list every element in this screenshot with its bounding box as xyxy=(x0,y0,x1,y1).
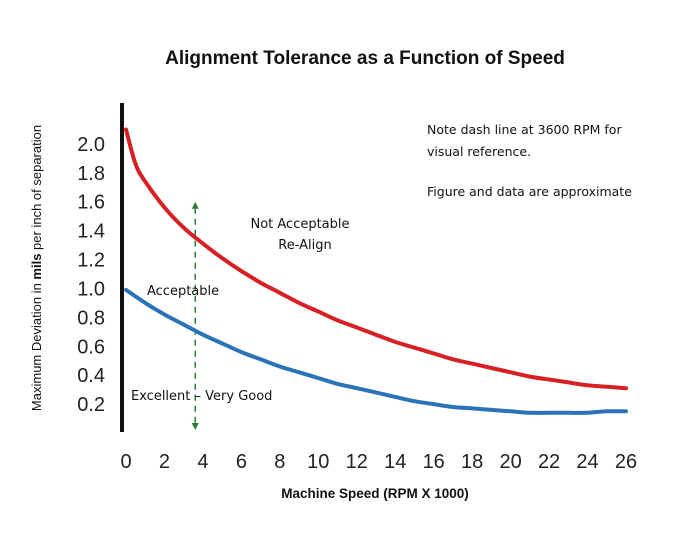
x-tick-label: 2 xyxy=(159,451,170,473)
y-axis-label-prefix: Maximum Deviation in xyxy=(29,280,44,412)
x-tick-labels: 0 2 4 6 8 10 12 14 16 18 20 22 24 26 xyxy=(120,451,637,473)
x-tick-label: 6 xyxy=(236,451,247,473)
y-tick-labels: 2.0 1.8 1.6 1.4 1.2 1.0 0.8 0.6 0.4 0.2 xyxy=(77,134,105,416)
y-tick-label: 0.8 xyxy=(77,307,105,329)
y-tick-label: 0.4 xyxy=(77,365,105,387)
x-tick-label: 26 xyxy=(615,451,637,473)
region-label-acceptable: Acceptable xyxy=(147,284,219,299)
y-axis-label: Maximum Deviation in mils per inch of se… xyxy=(29,125,44,411)
x-tick-label: 22 xyxy=(538,451,560,473)
x-tick-label: 16 xyxy=(423,451,445,473)
x-tick-label: 18 xyxy=(461,451,483,473)
y-tick-label: 1.6 xyxy=(77,192,105,214)
y-tick-label: 1.8 xyxy=(77,163,105,185)
region-label-re-align: Re-Align xyxy=(278,238,331,253)
series-group xyxy=(124,127,628,415)
x-tick-label: 4 xyxy=(197,451,208,473)
y-axis-label-bold: mils xyxy=(29,254,44,280)
x-tick-label: 8 xyxy=(274,451,285,473)
y-tick-label: 1.0 xyxy=(77,278,105,300)
y-tick-label: 2.0 xyxy=(77,134,105,156)
note-dash-line-2: visual reference. xyxy=(427,144,531,159)
y-axis-label-suffix: per inch of separation xyxy=(29,125,44,254)
y-tick-label: 0.6 xyxy=(77,336,105,358)
x-tick-label: 12 xyxy=(346,451,368,473)
y-tick-label: 0.2 xyxy=(77,394,105,416)
region-label-excellent: Excellent – Very Good xyxy=(131,389,272,404)
x-tick-label: 10 xyxy=(307,451,329,473)
note-approximate: Figure and data are approximate xyxy=(427,184,632,199)
x-tick-label: 24 xyxy=(576,451,598,473)
x-axis-label: Machine Speed (RPM X 1000) xyxy=(281,486,469,501)
x-tick-label: 20 xyxy=(499,451,521,473)
x-tick-label: 0 xyxy=(120,451,131,473)
y-tick-label: 1.4 xyxy=(77,221,105,243)
reference-line-arrow-down xyxy=(191,423,199,430)
region-label-not-acceptable: Not Acceptable xyxy=(250,217,349,232)
series-line-blue xyxy=(124,287,628,415)
series-line-red xyxy=(124,127,628,391)
y-tick-label: 1.2 xyxy=(77,250,105,272)
reference-line-arrow-up xyxy=(191,201,199,209)
chart-title: Alignment Tolerance as a Function of Spe… xyxy=(165,48,565,69)
note-dash-line-1: Note dash line at 3600 RPM for xyxy=(427,122,622,137)
x-tick-label: 14 xyxy=(384,451,406,473)
